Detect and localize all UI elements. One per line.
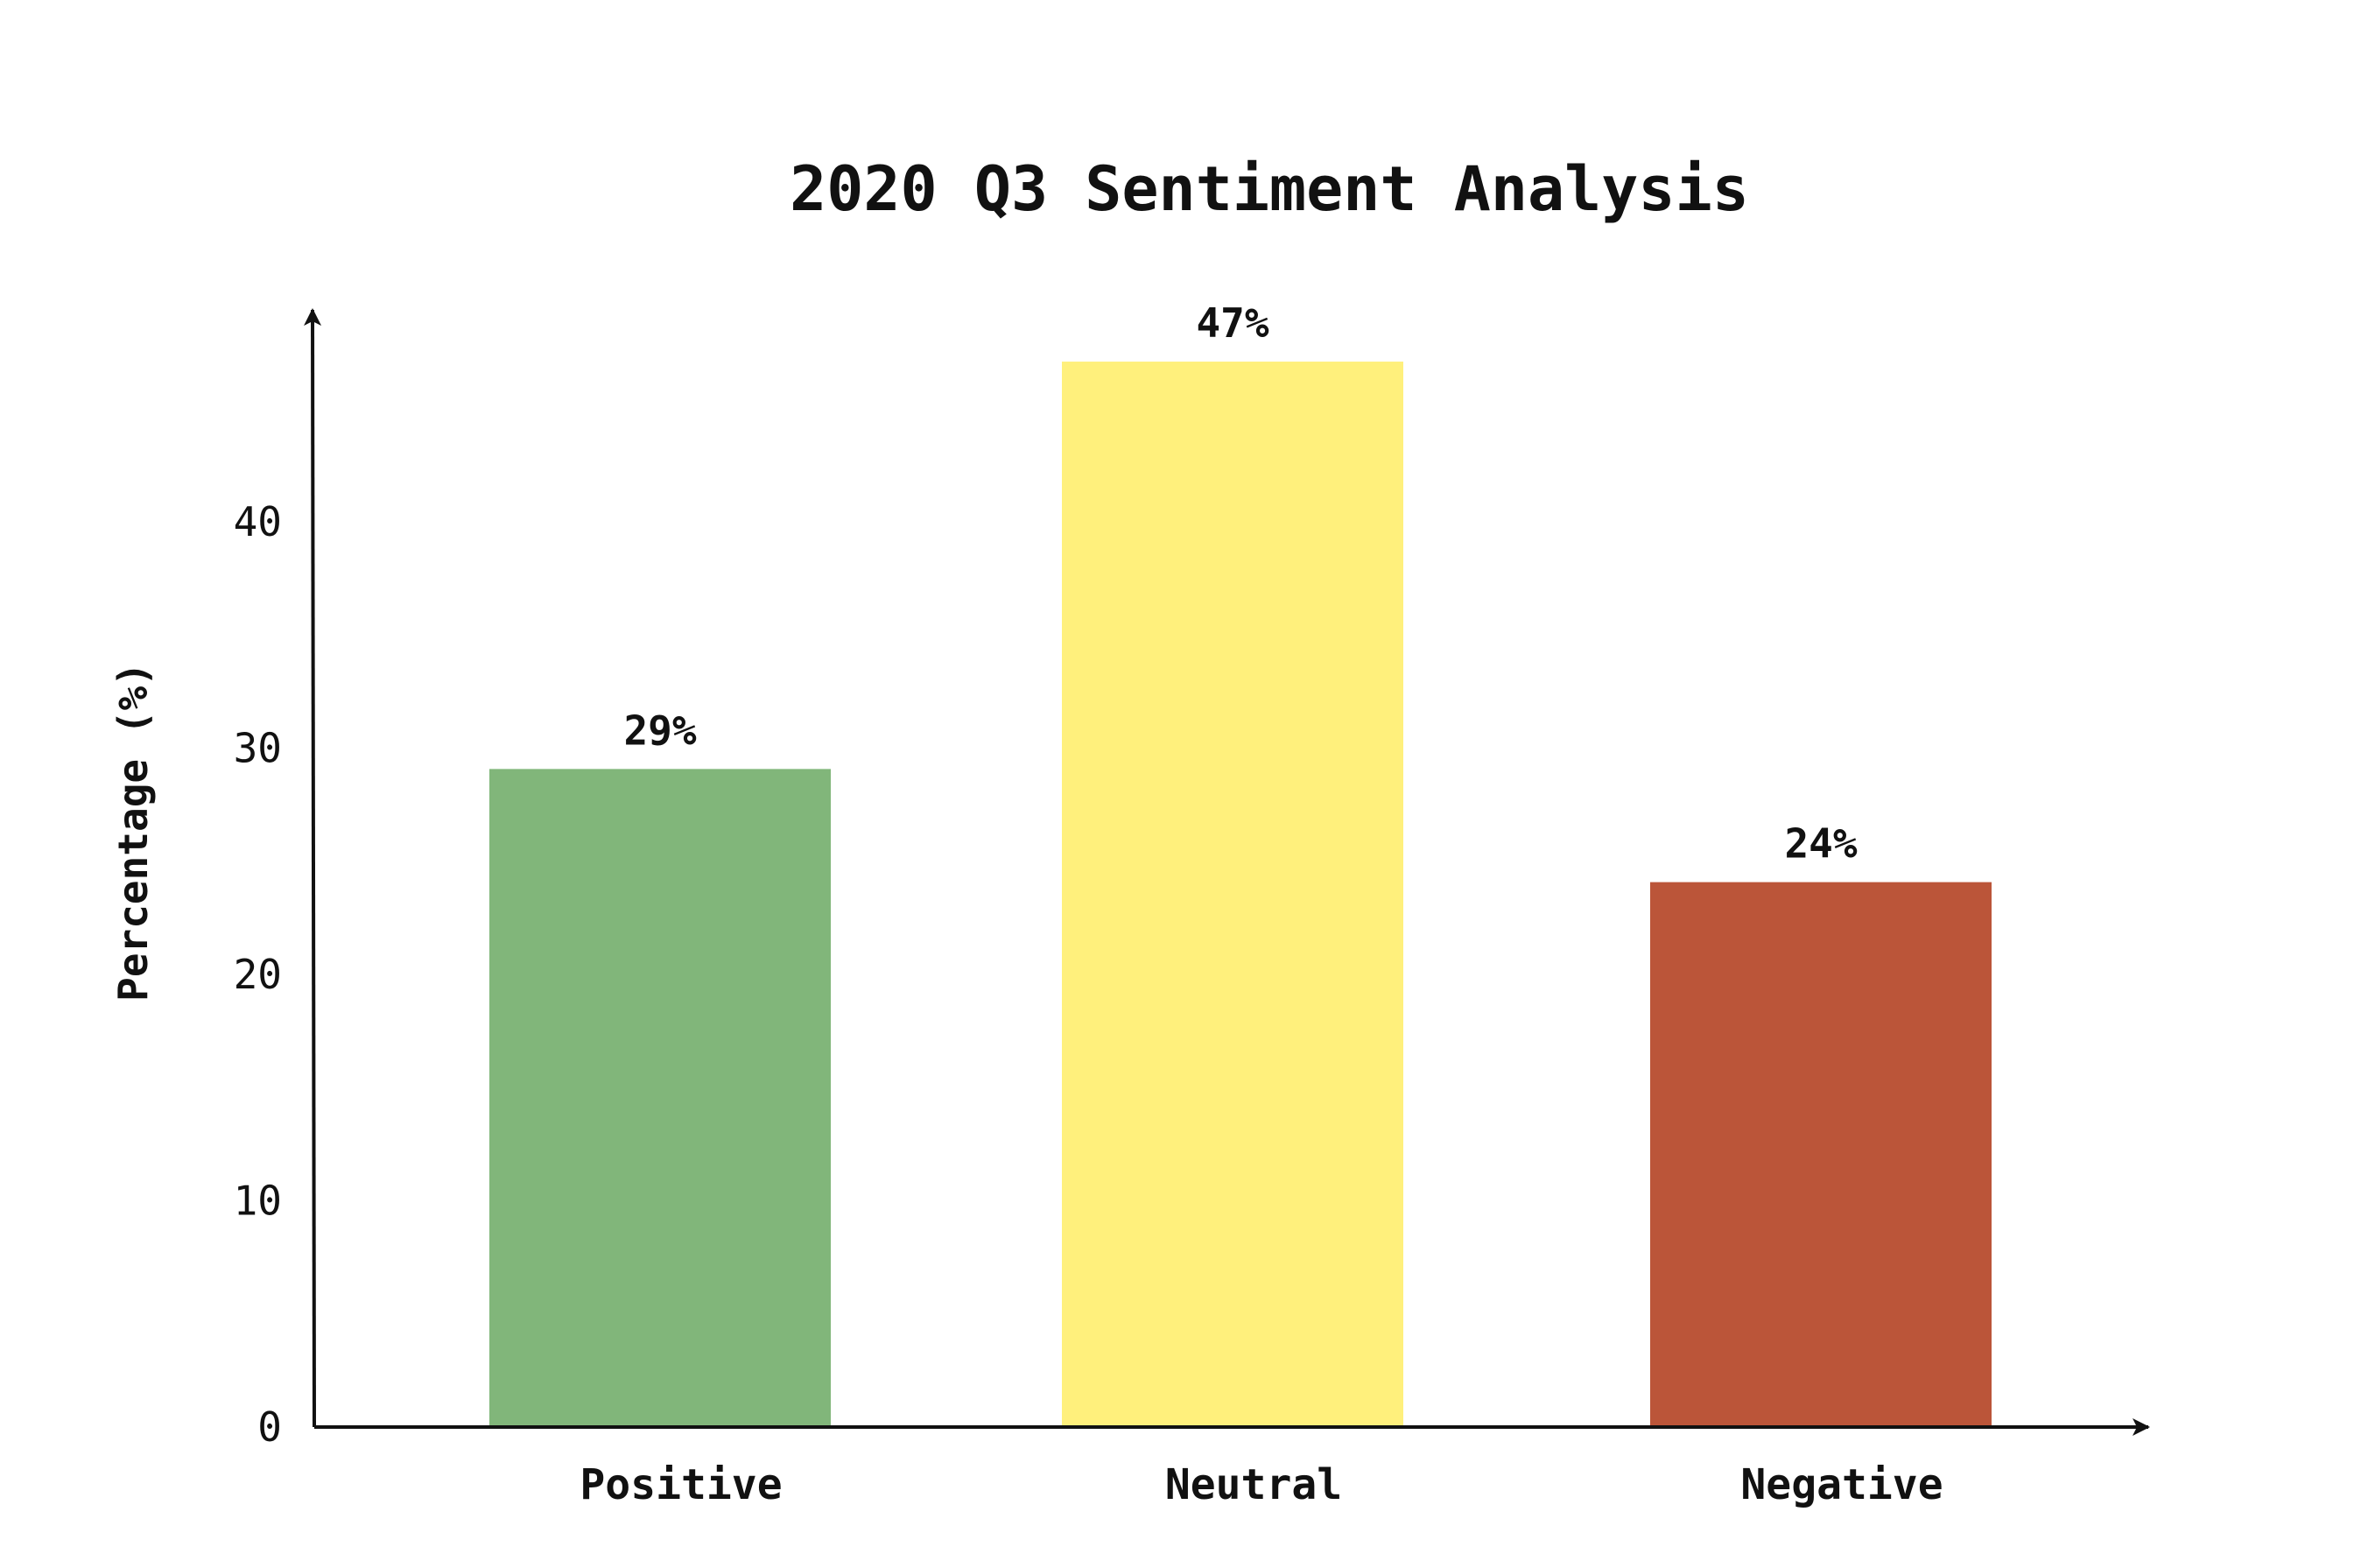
bar-neutral [1062,362,1403,1425]
data-label-positive: 29% [623,707,696,754]
x-tick-label-positive: Positive [580,1460,782,1509]
data-label-neutral: 47% [1196,299,1268,347]
y-axis [304,308,322,1428]
y-ticks: 0 10 20 30 40 [234,498,282,1451]
x-tick-label-negative: Negative [1740,1460,1943,1509]
y-tick-label-10: 10 [234,1178,282,1225]
bars: 29% 47% 24% [489,299,1992,1425]
bar-negative [1650,882,1992,1425]
y-tick-label-20: 20 [234,951,282,998]
y-tick-label-0: 0 [257,1403,282,1451]
x-categories: Positive Neutral Negative [580,1460,1943,1509]
data-label-negative: 24% [1784,820,1857,868]
y-axis-label: Percentage (%) [109,662,157,1002]
bar-positive [489,769,831,1425]
chart-title: 2020 Q3 Sentiment Analysis [790,153,1749,225]
x-tick-label-neutral: Neutral [1165,1460,1342,1509]
y-tick-label-30: 30 [234,725,282,772]
y-tick-label-40: 40 [234,498,282,545]
